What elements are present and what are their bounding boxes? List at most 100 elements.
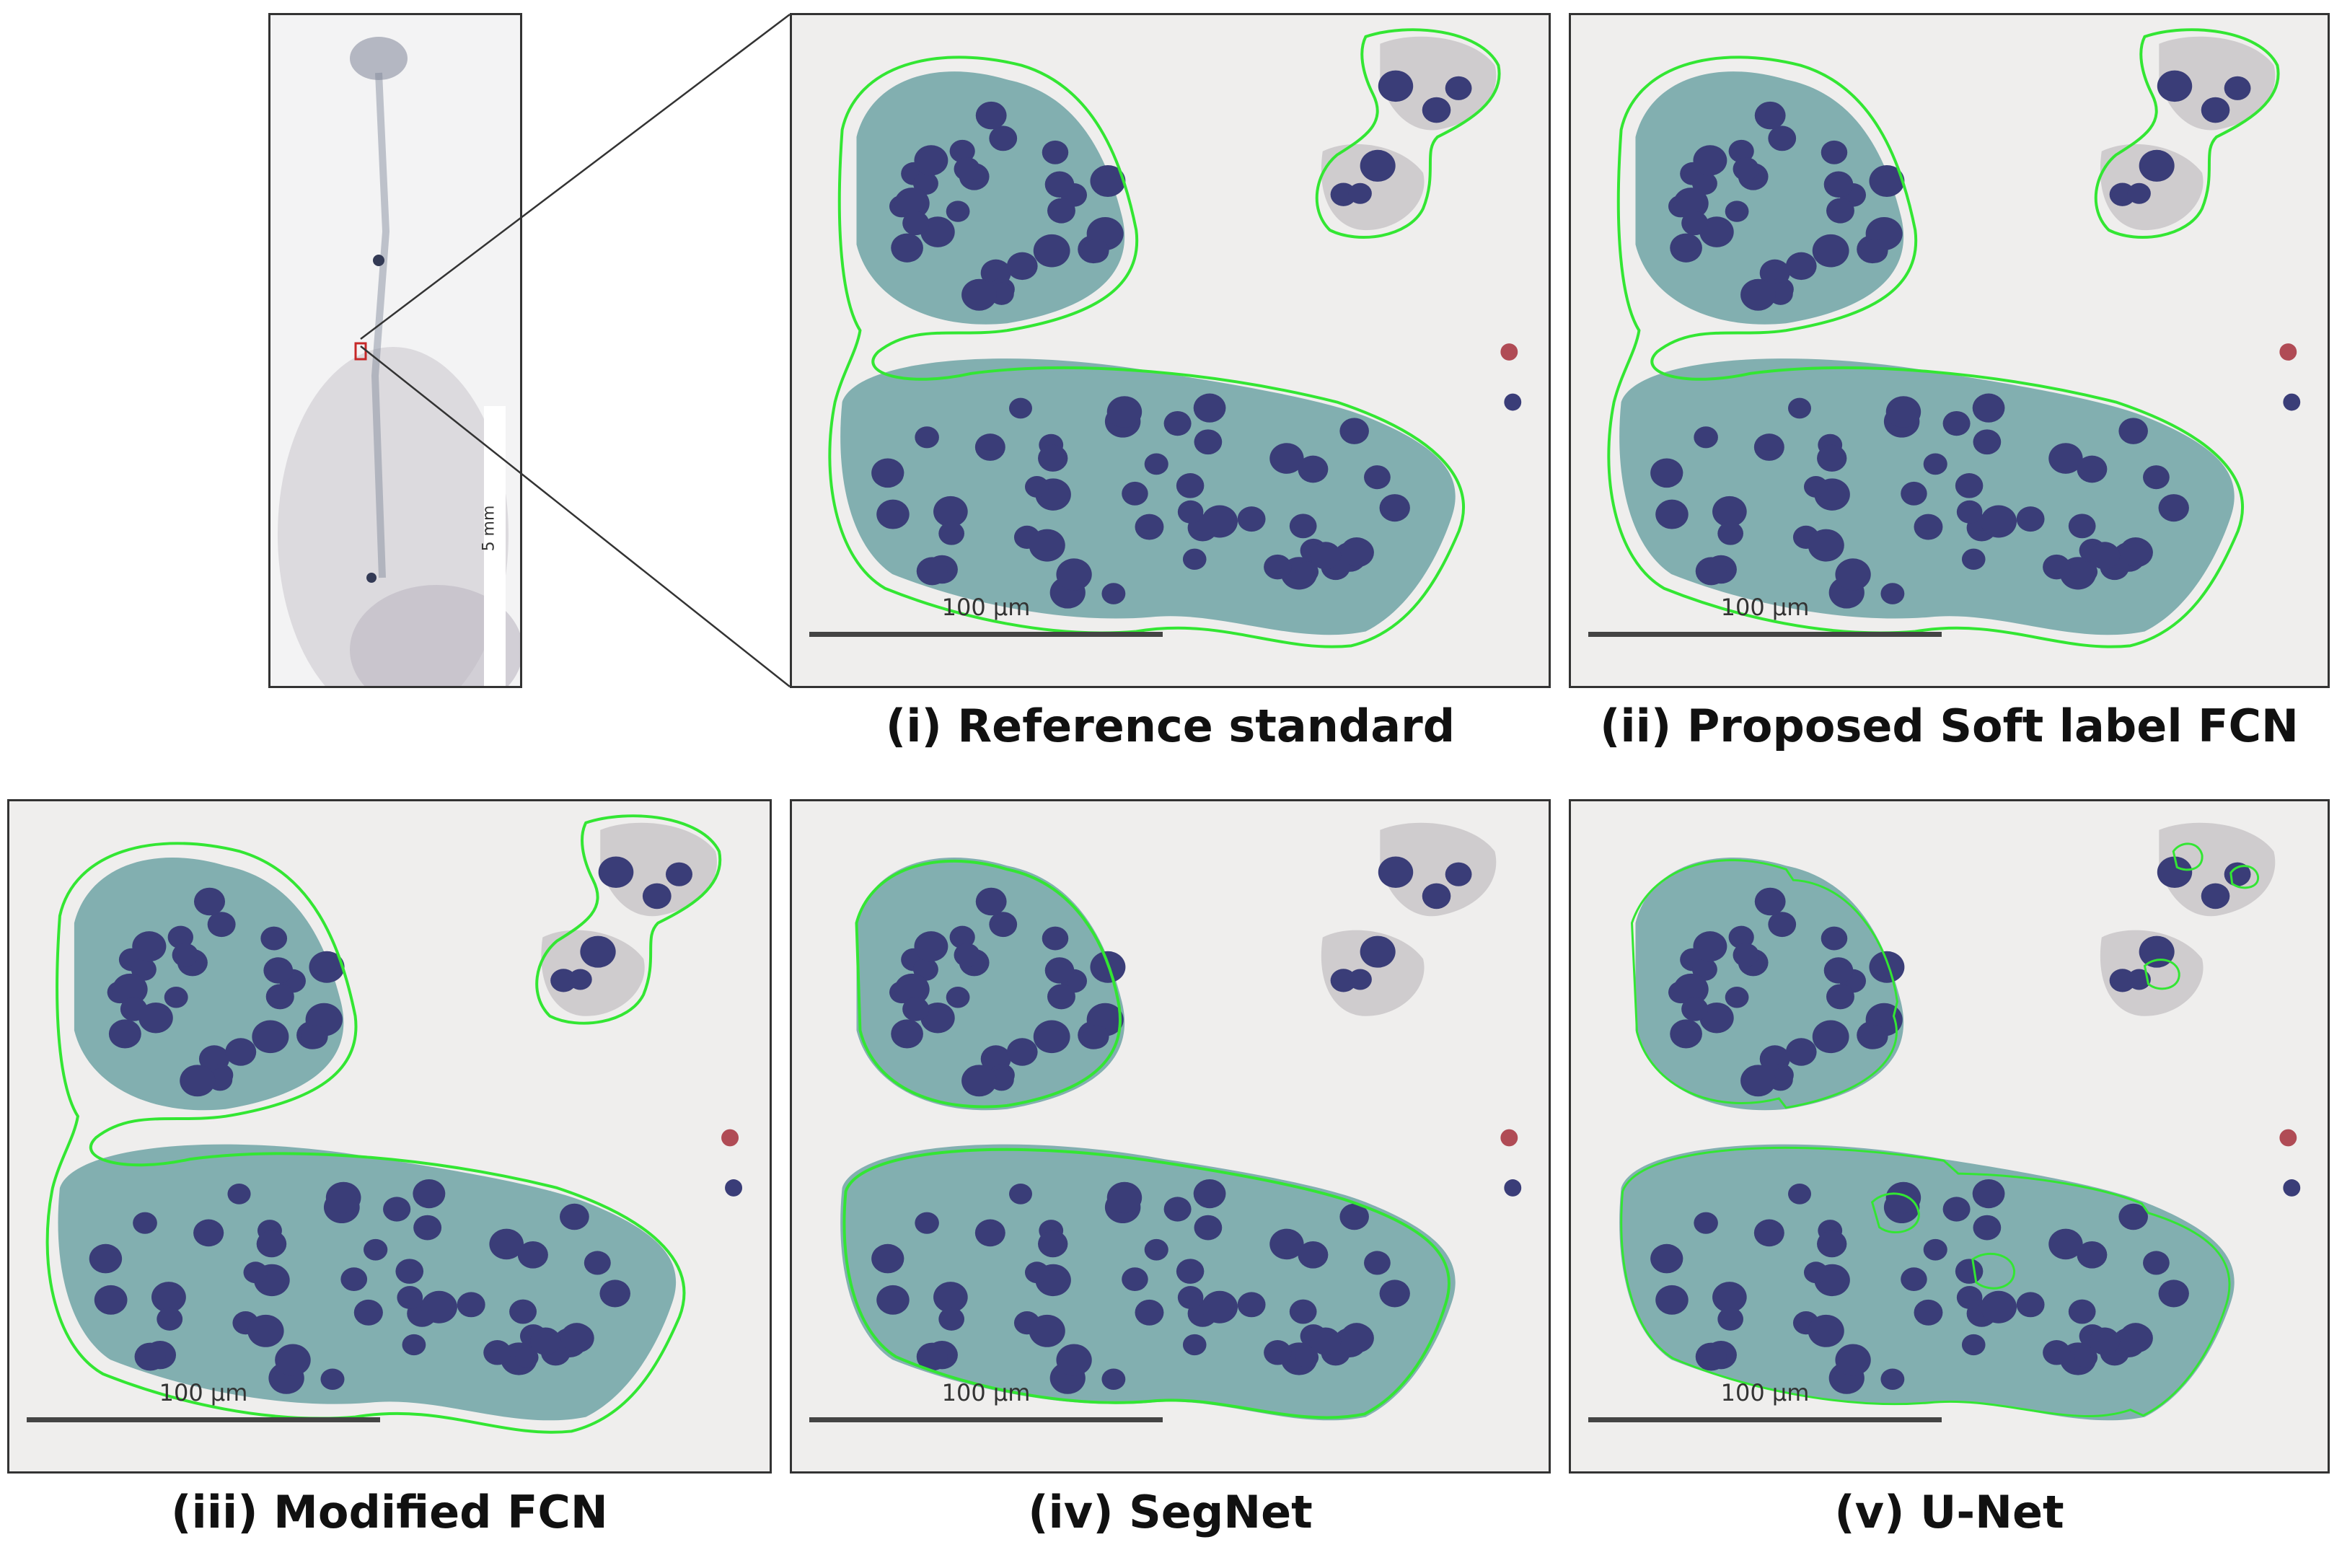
- nucleus: [961, 278, 997, 311]
- nucleus: [2127, 969, 2151, 990]
- isolated-cell: [721, 1129, 739, 1147]
- nucleus: [2119, 1323, 2152, 1352]
- nucleus: [1024, 1261, 1049, 1284]
- nucleus: [2118, 418, 2148, 444]
- isolated-cell: [2283, 393, 2301, 411]
- nucleus: [2068, 514, 2096, 539]
- nucleus: [2016, 506, 2045, 532]
- nucleus: [1901, 1267, 1927, 1292]
- segmentation-contour: [1631, 859, 1898, 1109]
- nucleus: [1861, 1025, 1888, 1049]
- nucleus: [946, 987, 970, 1008]
- nucleus: [1182, 1334, 1207, 1356]
- nucleus: [1869, 951, 1905, 983]
- nucleus: [1808, 1314, 1844, 1347]
- nucleus: [1785, 1038, 1817, 1066]
- nucleus: [1835, 558, 1871, 591]
- nucleus: [1360, 149, 1396, 182]
- caption-reference-standard: (i) Reference standard: [885, 700, 1456, 752]
- nucleus: [1885, 396, 1921, 428]
- nucleus: [2089, 1327, 2121, 1355]
- nucleus: [2089, 542, 2121, 570]
- nucleus: [225, 1038, 257, 1066]
- nucleus: [1861, 239, 1888, 263]
- nucleus: [1082, 1025, 1109, 1049]
- nucleus: [876, 499, 910, 529]
- nucleus: [2068, 1299, 2096, 1324]
- nucleus: [580, 935, 616, 968]
- nucleus: [871, 1243, 904, 1274]
- nucleus: [1973, 1215, 2002, 1241]
- nucleus: [2157, 70, 2193, 102]
- nucleus: [1753, 433, 1784, 461]
- nucleus: [2201, 97, 2230, 123]
- nucleus: [1269, 1228, 1304, 1260]
- nucleus: [1176, 1259, 1205, 1284]
- nucleus: [157, 1307, 183, 1331]
- nucleus: [1812, 234, 1849, 268]
- nucleus: [1090, 164, 1126, 197]
- nucleus: [1785, 252, 1817, 281]
- nucleus: [1339, 1203, 1369, 1230]
- nucleus: [2127, 182, 2151, 204]
- nucleus: [938, 1307, 965, 1331]
- nucleus: [1445, 76, 1472, 100]
- nucleus: [1033, 1020, 1070, 1054]
- nucleus: [132, 931, 167, 962]
- nucleus: [1961, 548, 1986, 571]
- nucleus: [1740, 278, 1776, 311]
- nucleus: [915, 1212, 939, 1234]
- cell-cluster: [2100, 144, 2204, 231]
- panel-segnet: 100 µm: [790, 799, 1551, 1474]
- nucleus: [876, 1285, 910, 1315]
- nucleus: [1655, 1285, 1689, 1315]
- nucleus: [2118, 1203, 2148, 1230]
- nucleus: [1201, 505, 1238, 538]
- nucleus: [1122, 481, 1148, 506]
- nucleus: [902, 211, 930, 236]
- nucleus: [1044, 957, 1075, 984]
- nucleus: [1681, 997, 1709, 1021]
- segmentation-contour: [842, 1148, 1450, 1419]
- nucleus: [1122, 1267, 1148, 1292]
- nucleus: [1340, 537, 1373, 566]
- nucleus: [1348, 182, 1372, 204]
- nucleus: [1038, 1230, 1068, 1258]
- nucleus: [263, 957, 294, 984]
- segmentation-contour: [828, 56, 1465, 648]
- nucleus: [1980, 1290, 2017, 1323]
- nucleus: [483, 1340, 511, 1365]
- nucleus: [2143, 465, 2170, 490]
- nucleus: [1712, 1282, 1747, 1313]
- nucleus: [1379, 494, 1410, 522]
- nucleus: [916, 1342, 948, 1371]
- cytology-image: [828, 28, 1522, 648]
- nucleus: [1295, 1347, 1319, 1368]
- segmentation-contour: [45, 842, 686, 1434]
- nucleus: [1923, 453, 1947, 475]
- nucleus: [1728, 925, 1754, 949]
- segmentation-contour: [2229, 865, 2260, 889]
- nucleus: [517, 1241, 548, 1269]
- nucleus: [2119, 537, 2152, 566]
- nucleus: [1650, 458, 1683, 488]
- nucleus: [260, 926, 288, 951]
- nucleus: [1295, 561, 1319, 583]
- nucleus: [1056, 1344, 1092, 1376]
- nucleus: [1135, 514, 1164, 540]
- nucleus: [247, 1314, 284, 1347]
- cell-cluster: [2100, 930, 2204, 1016]
- nucleus: [975, 101, 1007, 130]
- nucleus: [1289, 514, 1317, 539]
- nucleus: [1038, 444, 1068, 472]
- nucleus: [1163, 1197, 1192, 1222]
- nucleus: [1144, 453, 1168, 475]
- nucleus: [642, 883, 672, 909]
- nucleus: [1673, 188, 1709, 219]
- cytology-image: [1607, 28, 2301, 648]
- nucleus: [916, 557, 948, 586]
- nucleus: [1753, 1219, 1784, 1247]
- nucleus: [1445, 862, 1472, 886]
- nucleus: [961, 1065, 997, 1097]
